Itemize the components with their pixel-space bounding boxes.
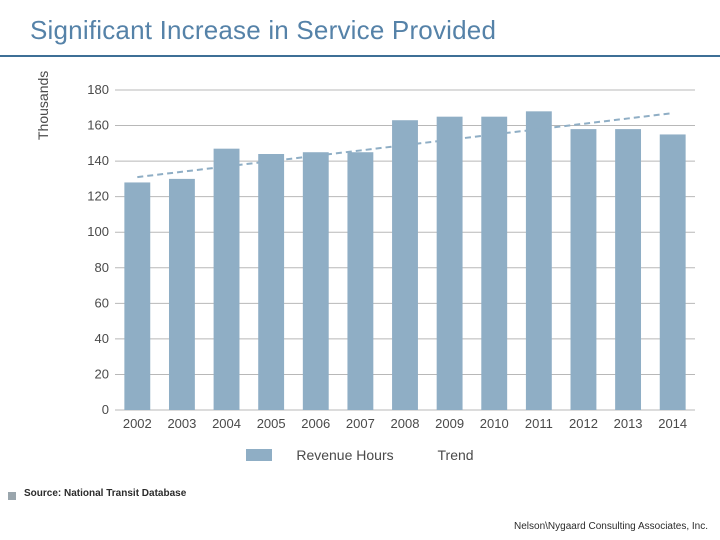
- svg-text:2006: 2006: [301, 416, 330, 431]
- svg-text:60: 60: [95, 295, 109, 310]
- legend-series-label: Revenue Hours: [296, 447, 393, 463]
- bar-chart: 0 20 40 60 80 100 120 140 160 180 2002 2003 2004 2005…: [75, 80, 705, 450]
- svg-text:100: 100: [87, 224, 109, 239]
- svg-text:2012: 2012: [569, 416, 598, 431]
- slide-root: Significant Increase in Service Provided…: [0, 0, 720, 540]
- chart-container: 0 20 40 60 80 100 120 140 160 180 2002 2003 2004 2005…: [75, 80, 705, 450]
- svg-text:0: 0: [102, 402, 109, 417]
- svg-text:2005: 2005: [257, 416, 286, 431]
- bullet-icon: [8, 492, 16, 500]
- title-rule: [0, 55, 720, 57]
- svg-text:2010: 2010: [480, 416, 509, 431]
- svg-text:2011: 2011: [525, 416, 553, 431]
- svg-text:20: 20: [95, 366, 109, 381]
- svg-text:40: 40: [95, 331, 109, 346]
- svg-text:2003: 2003: [167, 416, 196, 431]
- svg-text:2013: 2013: [614, 416, 643, 431]
- svg-text:2008: 2008: [391, 416, 420, 431]
- legend-swatch-icon: [246, 449, 272, 461]
- source-text: Source: National Transit Database: [24, 488, 186, 499]
- svg-text:2007: 2007: [346, 416, 375, 431]
- svg-text:2004: 2004: [212, 416, 241, 431]
- page-title: Significant Increase in Service Provided: [30, 15, 496, 46]
- svg-text:140: 140: [87, 153, 109, 168]
- legend-trend-label: Trend: [438, 447, 474, 463]
- footer-text: Nelson\Nygaard Consulting Associates, In…: [514, 521, 708, 532]
- svg-text:2014: 2014: [658, 416, 687, 431]
- svg-text:160: 160: [87, 118, 109, 133]
- svg-text:2009: 2009: [435, 416, 464, 431]
- legend: Revenue Hours Trend: [0, 445, 720, 463]
- legend-trend: Trend: [428, 446, 484, 463]
- svg-text:120: 120: [87, 189, 109, 204]
- svg-text:2002: 2002: [123, 416, 152, 431]
- svg-text:180: 180: [87, 82, 109, 97]
- svg-text:80: 80: [95, 260, 109, 275]
- legend-series: Revenue Hours: [236, 446, 403, 463]
- y-axis-label: Thousands: [35, 71, 51, 140]
